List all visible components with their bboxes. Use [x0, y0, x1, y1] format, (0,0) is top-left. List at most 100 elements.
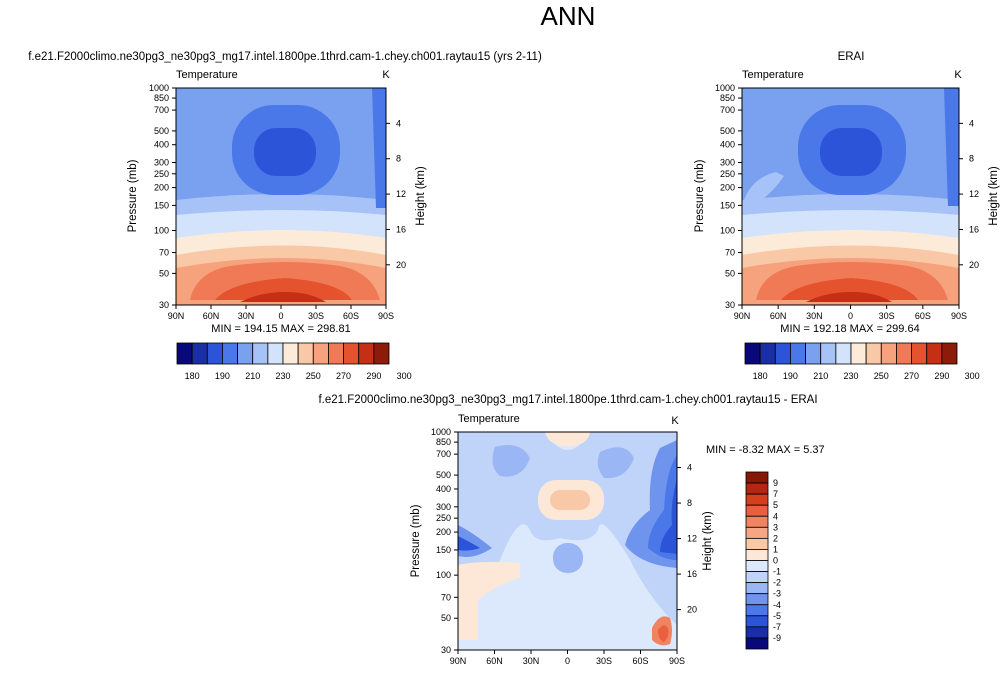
panel-model-ytick-label: 30 [159, 300, 169, 310]
panel-diff-height-tick-label: 20 [687, 605, 697, 615]
panel-erai-height-tick-label: 4 [969, 118, 974, 128]
panel-model-colorbar-box [191, 342, 208, 365]
panel-model-stats: MIN = 194.15 MAX = 298.81 [211, 323, 350, 335]
panel-model-title: f.e21.F2000climo.ne30pg3_ne30pg3_mg17.in… [28, 51, 542, 63]
panel-erai-colorbar-box [820, 342, 837, 365]
panel-erai-title: ERAI [838, 51, 865, 63]
panel-model-ytick-label: 100 [154, 225, 169, 235]
panel-model-ytick-label: 50 [159, 268, 169, 278]
panel-diff-colorbar-box [745, 537, 769, 550]
panel-diff-colorbar-label: -9 [773, 633, 781, 643]
panel-model-colorbar-label: 210 [245, 371, 260, 381]
panel-erai-ytick-label: 30 [725, 300, 735, 310]
panel-model-colorbar-box [343, 342, 360, 365]
panel-diff-colorbar-label: -1 [773, 567, 781, 577]
panel-diff-xtick-label: 60N [486, 656, 503, 666]
panel-erai-colorbar-box [774, 342, 791, 365]
panel-model-ytick-label: 500 [154, 126, 169, 136]
panel-erai-ytick-label: 850 [720, 93, 735, 103]
panel-erai-colorbar-box [805, 342, 822, 365]
panel-model-plot [176, 88, 386, 305]
panel-model-ytick-label: 1000 [149, 83, 169, 93]
panel-diff-colorbar-box [745, 482, 769, 495]
panel-diff-colorbar-box [745, 560, 769, 572]
panel-model-ytick-label: 700 [154, 105, 169, 115]
panel-diff-colorbar-box [745, 526, 769, 539]
panel-model-xtick-label: 30N [238, 311, 255, 321]
panel-diff-plot [458, 432, 677, 650]
panel-erai-colorbar-label: 180 [753, 371, 768, 381]
panel-diff-xtick-label: 30S [596, 656, 612, 666]
panel-model-colorbar-box [282, 342, 299, 365]
panel-model-ytick-label: 300 [154, 158, 169, 168]
panel-diff-ytick-label: 700 [436, 449, 451, 459]
panel-erai-xtick-label: 60S [915, 311, 931, 321]
panel-erai-colorbar-label: 270 [904, 371, 919, 381]
panel-model-ytick-label: 150 [154, 200, 169, 210]
panel-erai-colorbar-label: 250 [874, 371, 889, 381]
panel-model-colorbar-box [297, 342, 314, 365]
panel-diff-colorbar-box [745, 593, 769, 606]
panel-model-colorbar-label: 250 [306, 371, 321, 381]
panel-model-colorbar-box [222, 342, 238, 365]
panel-model-xtick-label: 30S [308, 311, 324, 321]
panel-diff-colorbar-label: -3 [773, 589, 781, 599]
panel-erai-ytick-label: 300 [720, 158, 735, 168]
panel-diff-colorbar-box [745, 493, 769, 506]
panel-model-colorbar: 180 190 210 230 250 270 290 300 [176, 342, 412, 381]
panel-diff-colorbar-box [745, 626, 769, 639]
panel-erai-ytick-label: 1000 [715, 83, 735, 93]
panel-model: f.e21.F2000climo.ne30pg3_ne30pg3_mg17.in… [28, 51, 542, 381]
panel-erai: ERAI Temperature K 305070100150200250300… [694, 51, 1000, 381]
panel-diff-xtick-label: 0 [565, 656, 570, 666]
panel-diff-colorbar-label: 0 [773, 556, 778, 566]
panel-diff: f.e21.F2000climo.ne30pg3_ne30pg3_mg17.in… [318, 394, 824, 666]
panel-diff-colorbar-box [745, 471, 769, 484]
panel-model-colorbar-box [358, 342, 375, 365]
panel-diff-xtick-label: 90S [669, 656, 685, 666]
panel-erai-units: K [954, 69, 962, 81]
panel-diff-colorbar-label: 9 [773, 478, 778, 488]
panel-diff-ytick-label: 850 [436, 437, 451, 447]
panel-diff-colorbar-label: -5 [773, 611, 781, 621]
panel-erai-ytick-label: 200 [720, 183, 735, 193]
panel-diff-colorbar-label: 3 [773, 522, 778, 532]
panel-diff-ylabel-right: Height (km) [702, 511, 714, 571]
panel-model-ytick-label: 200 [154, 183, 169, 193]
panel-diff-ytick-label: 150 [436, 545, 451, 555]
panel-model-colorbar-label: 290 [366, 371, 381, 381]
panel-model-colorbar-label: 230 [275, 371, 290, 381]
panel-model-ylabel: Pressure (mb) [127, 159, 139, 232]
panel-diff-colorbar-box [745, 615, 769, 628]
panel-diff-ytick-label: 1000 [431, 427, 451, 437]
panel-erai-ytick-label: 400 [720, 140, 735, 150]
panel-erai-height-tick-label: 16 [969, 224, 979, 234]
panel-model-colorbar-box [328, 342, 344, 365]
panel-model-colorbar-label: 180 [185, 371, 200, 381]
panel-erai-colorbar-label: 210 [813, 371, 828, 381]
panel-erai-ylabel: Pressure (mb) [694, 159, 706, 232]
panel-model-height-tick-label: 4 [396, 118, 401, 128]
panel-model-colorbar-label: 190 [215, 371, 230, 381]
panel-diff-height-tick-label: 12 [687, 534, 697, 544]
panel-erai-ytick-label: 50 [725, 268, 735, 278]
panel-erai-colorbar-box [880, 342, 897, 365]
panel-model-ytick-label: 70 [159, 248, 169, 258]
panel-diff-stats: MIN = -8.32 MAX = 5.37 [706, 444, 825, 456]
panel-model-field-label: Temperature [176, 69, 238, 81]
panel-diff-colorbar-label: 1 [773, 544, 778, 554]
panel-model-xtick-label: 0 [278, 311, 283, 321]
panel-erai-colorbar-box [850, 342, 867, 365]
panel-diff-xtick-label: 30N [523, 656, 540, 666]
panel-erai-colorbar-label: 190 [783, 371, 798, 381]
panel-model-ylabel-right: Height (km) [415, 166, 427, 226]
panel-model-ytick-label: 250 [154, 169, 169, 179]
panel-erai-xtick-label: 30N [806, 311, 823, 321]
panel-diff-ytick-label: 30 [441, 645, 451, 655]
panel-erai-ylabel-right: Height (km) [988, 166, 1000, 226]
panel-diff-height-tick-label: 16 [687, 569, 697, 579]
panel-model-height-tick-label: 8 [396, 154, 401, 164]
panel-model-colorbar-box [237, 342, 254, 365]
panel-erai-xtick-label: 90N [734, 311, 751, 321]
